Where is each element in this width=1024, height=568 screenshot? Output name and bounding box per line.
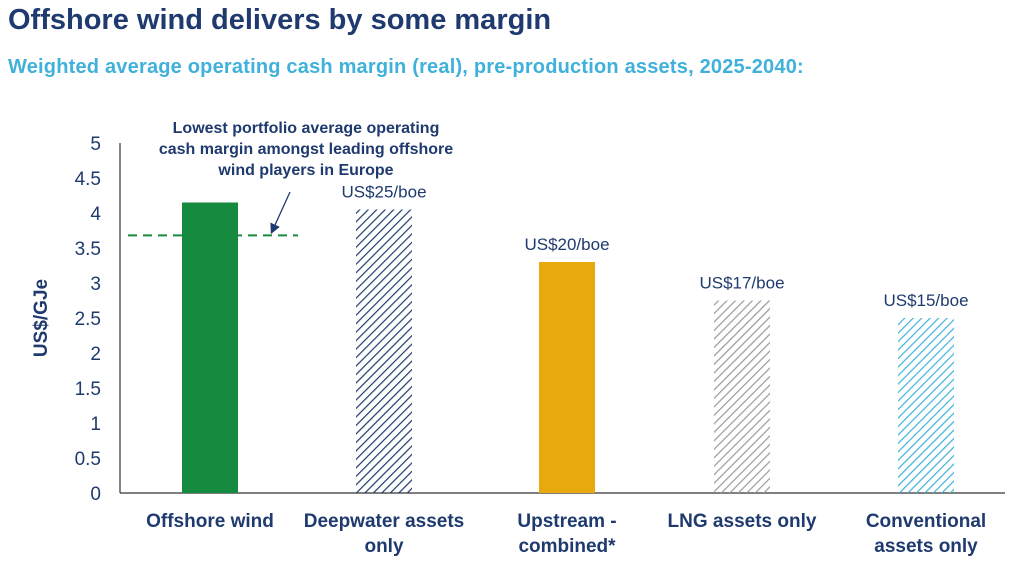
x-category-label: Deepwater assets [304,511,465,532]
x-category-label: combined* [518,536,616,557]
y-tick-label: 0.5 [75,449,101,470]
x-category-label: assets only [874,536,978,557]
y-tick-label: 2.5 [75,309,101,330]
bar [898,318,954,493]
bar [539,262,595,493]
x-category-label: Offshore wind [146,511,274,532]
chart-subtitle: Weighted average operating cash margin (… [8,56,804,78]
y-axis-title: US$/GJe [31,279,52,357]
annotation-text: cash margin amongst leading offshore [159,141,453,158]
bar-data-label: US$25/boe [341,183,426,202]
annotation-arrow [270,191,291,235]
x-category-label: LNG assets only [668,511,817,532]
annotation-text: wind players in Europe [217,162,393,179]
annotation-text: Lowest portfolio average operating [173,120,440,137]
bar [714,300,770,493]
bar [356,209,412,493]
y-tick-label: 1 [90,414,101,435]
bar-data-label: US$20/boe [524,235,609,254]
chart-title: Offshore wind delivers by some margin [8,4,552,36]
y-tick-label: 3 [90,274,101,295]
y-tick-label: 1.5 [75,379,101,400]
y-tick-label: 4.5 [75,169,101,190]
y-tick-label: 3.5 [75,239,101,260]
y-tick-label: 5 [90,134,101,155]
y-tick-label: 0 [90,484,101,505]
x-category-label: only [364,536,403,557]
bar [182,202,238,493]
bar-data-label: US$15/boe [883,291,968,310]
x-category-label: Conventional [866,511,986,532]
x-category-label: Upstream - [517,511,616,532]
bar-data-label: US$17/boe [699,274,784,293]
y-tick-label: 2 [90,344,101,365]
y-tick-label: 4 [90,204,101,225]
